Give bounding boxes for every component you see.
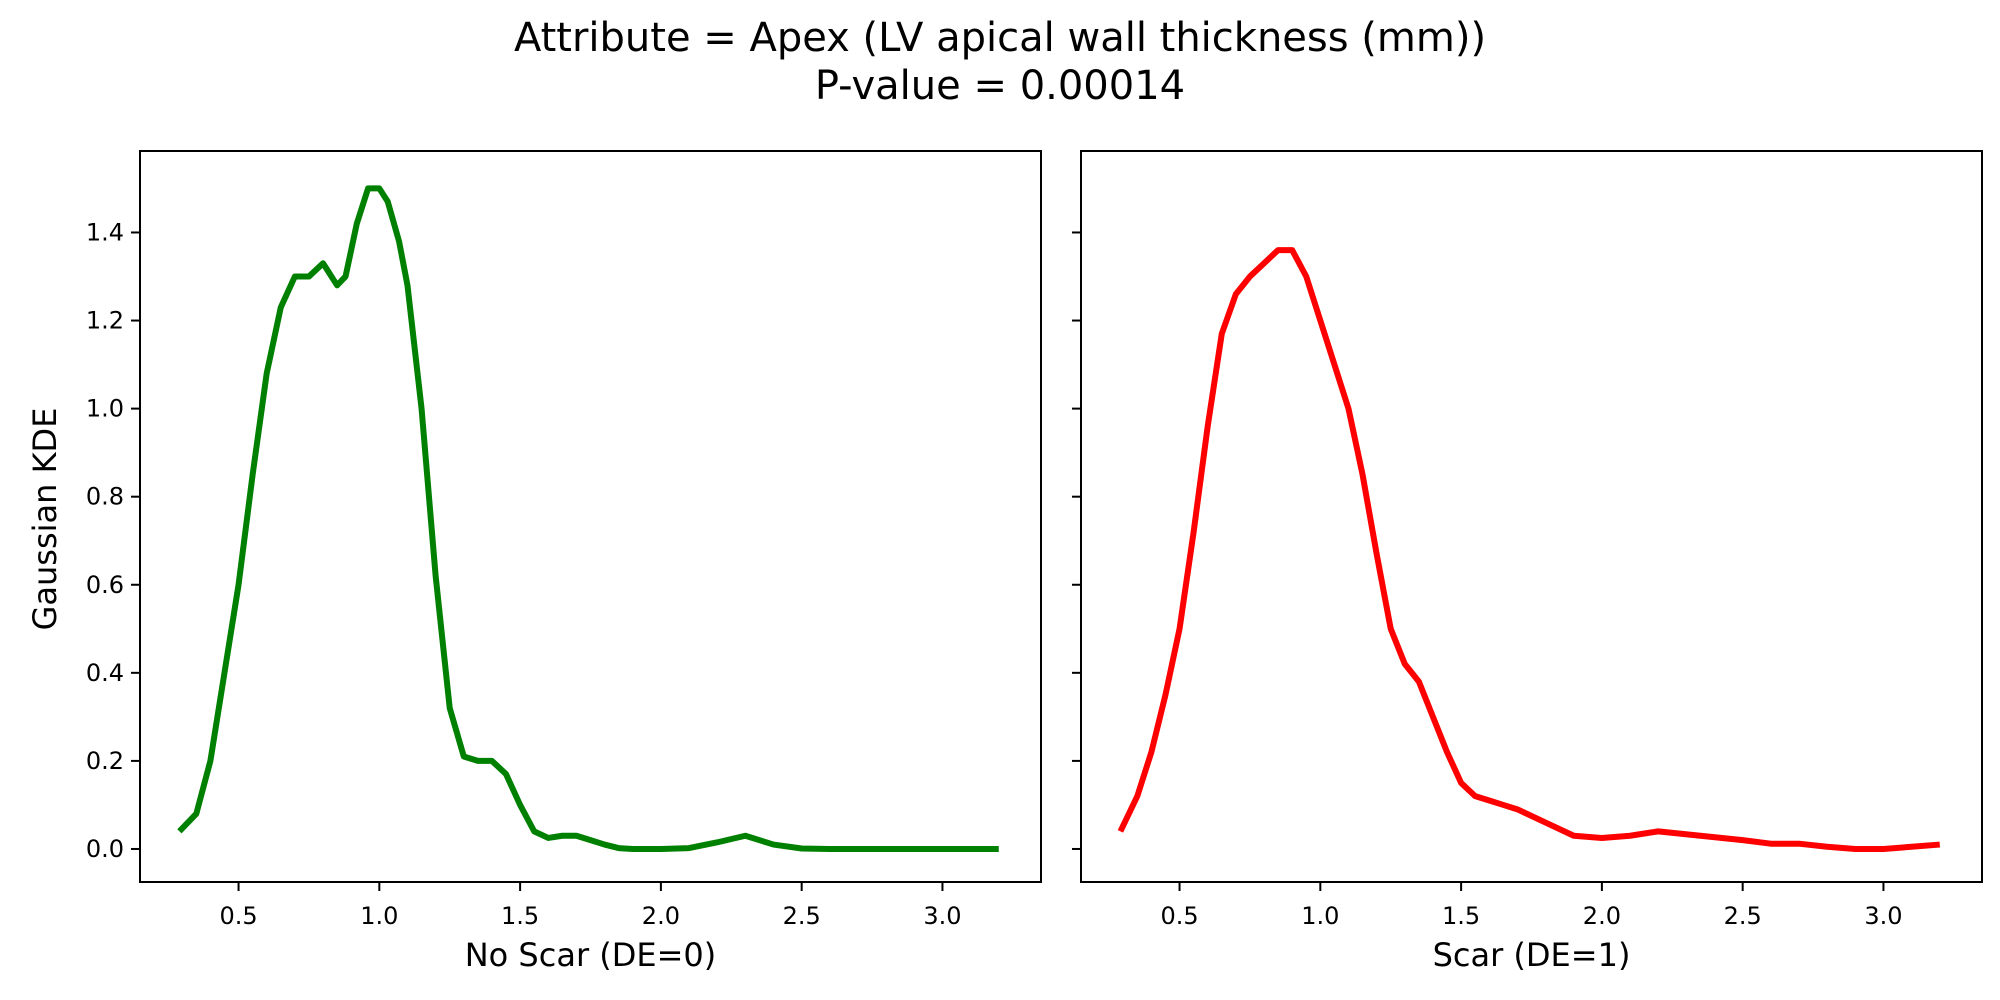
x-tick-label: 2.0 bbox=[1583, 902, 1621, 930]
x-tick-label: 2.5 bbox=[783, 902, 821, 930]
y-tick-label: 1.2 bbox=[86, 307, 124, 335]
y-tick-label: 0.4 bbox=[86, 659, 124, 687]
kde-line-scar bbox=[1117, 247, 1941, 852]
y-tick-label: 0.8 bbox=[86, 483, 124, 511]
figure-title: Attribute = Apex (LV apical wall thickne… bbox=[513, 15, 1487, 61]
x-tick-label: 1.0 bbox=[360, 902, 398, 930]
x-tick-label: 2.0 bbox=[642, 902, 680, 930]
x-tick-label: 3.0 bbox=[923, 902, 961, 930]
x-tick-label: 3.0 bbox=[1864, 902, 1902, 930]
figure-subtitle: P-value = 0.00014 bbox=[814, 63, 1186, 109]
y-tick-label: 0.2 bbox=[86, 747, 124, 775]
x-tick-label: 2.5 bbox=[1724, 902, 1762, 930]
panel-no-scar: 0.5 1.0 1.5 2.0 2.5 3.0 0.0 0.2 0.4 0.6 0.8 1.0 1.2 1… bbox=[86, 150, 1042, 974]
y-tick-label: 0.0 bbox=[86, 835, 124, 863]
y-tick-label: 1.4 bbox=[86, 218, 124, 246]
axes-frame bbox=[139, 150, 1042, 883]
x-tick-label: 1.5 bbox=[1442, 902, 1480, 930]
y-tick-label: 0.6 bbox=[86, 571, 124, 599]
kde-line-no-scar bbox=[177, 185, 999, 852]
axes-frame bbox=[1080, 150, 1983, 883]
x-tick-label: 0.5 bbox=[219, 902, 257, 930]
x-tick-label: 1.5 bbox=[501, 902, 539, 930]
panel-scar: 0.5 1.0 1.5 2.0 2.5 3.0 Scar (DE=1) bbox=[1072, 150, 1983, 974]
x-tick-label: 1.0 bbox=[1301, 902, 1339, 930]
x-axis-label-scar: Scar (DE=1) bbox=[1433, 936, 1631, 974]
x-tick-label: 0.5 bbox=[1160, 902, 1198, 930]
x-axis-label-no-scar: No Scar (DE=0) bbox=[465, 936, 717, 974]
y-tick-label: 1.0 bbox=[86, 395, 124, 423]
y-axis-label: Gaussian KDE bbox=[26, 408, 64, 631]
